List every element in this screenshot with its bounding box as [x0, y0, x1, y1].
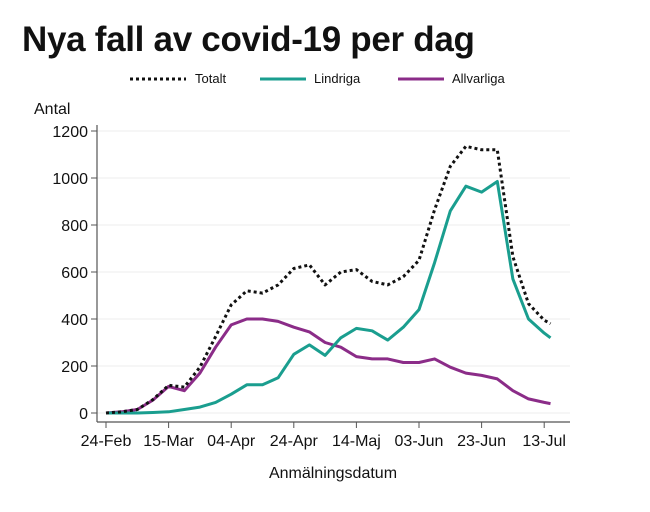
- x-tick-label: 13-Jul: [522, 433, 566, 450]
- legend-label-totalt: Totalt: [195, 71, 227, 86]
- x-tick-label: 23-Jun: [457, 433, 506, 450]
- x-axis-label: Anmälningsdatum: [268, 465, 398, 482]
- y-tick-label: 200: [61, 359, 88, 376]
- y-axis-label: Antal: [34, 101, 71, 118]
- series-line-lindriga: [106, 180, 552, 415]
- chart-title: Nya fall av covid-19 per dag: [22, 20, 475, 59]
- x-tick-label: 15-Mar: [143, 433, 194, 450]
- x-tick-label: 04-Apr: [207, 433, 256, 450]
- x-tick-label: 03-Jun: [395, 433, 444, 450]
- y-tick-label: 800: [61, 218, 88, 235]
- x-tick-label: 24-Apr: [270, 433, 319, 450]
- legend-label-allvarliga: Allvarliga: [452, 71, 505, 86]
- y-tick-label: 600: [61, 265, 88, 282]
- series-line-totalt: [105, 144, 552, 415]
- y-tick-label: 1000: [52, 171, 88, 188]
- x-tick-label: 14-Maj: [332, 433, 381, 450]
- y-tick-label: 0: [79, 406, 88, 423]
- y-tick-label: 400: [61, 312, 88, 329]
- y-tick-label: 1200: [52, 124, 88, 141]
- x-tick-label: 24-Feb: [81, 433, 132, 450]
- legend-label-lindriga: Lindriga: [314, 71, 361, 86]
